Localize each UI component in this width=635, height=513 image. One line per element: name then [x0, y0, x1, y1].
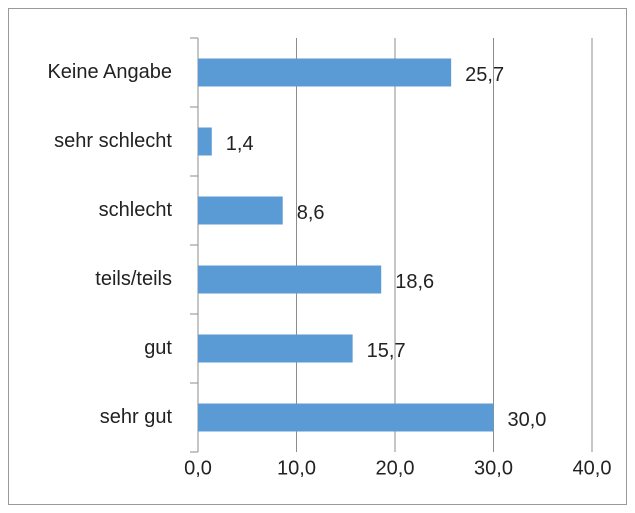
bar [198, 196, 283, 225]
value-label: 30,0 [508, 409, 547, 431]
y-tick-label: gut [144, 337, 172, 359]
bar [198, 403, 494, 432]
bar [198, 127, 212, 156]
value-label: 18,6 [395, 271, 434, 293]
y-tick-label: sehr gut [100, 406, 173, 428]
value-label: 25,7 [465, 64, 504, 86]
value-label: 15,7 [367, 340, 406, 362]
value-label: 1,4 [226, 133, 254, 155]
x-tick-label: 10,0 [277, 457, 316, 479]
value-label: 8,6 [297, 202, 325, 224]
y-tick-label: Keine Angabe [47, 61, 172, 83]
y-tick-label: schlecht [99, 199, 173, 221]
x-tick-label: 40,0 [573, 457, 612, 479]
bar [198, 58, 452, 87]
x-tick-label: 0,0 [184, 457, 212, 479]
x-tick-label: 20,0 [376, 457, 415, 479]
x-tick-label: 30,0 [474, 457, 513, 479]
bar [198, 265, 382, 294]
bar [198, 334, 353, 363]
y-tick-label: sehr schlecht [54, 130, 172, 152]
y-tick-label: teils/teils [95, 268, 172, 290]
